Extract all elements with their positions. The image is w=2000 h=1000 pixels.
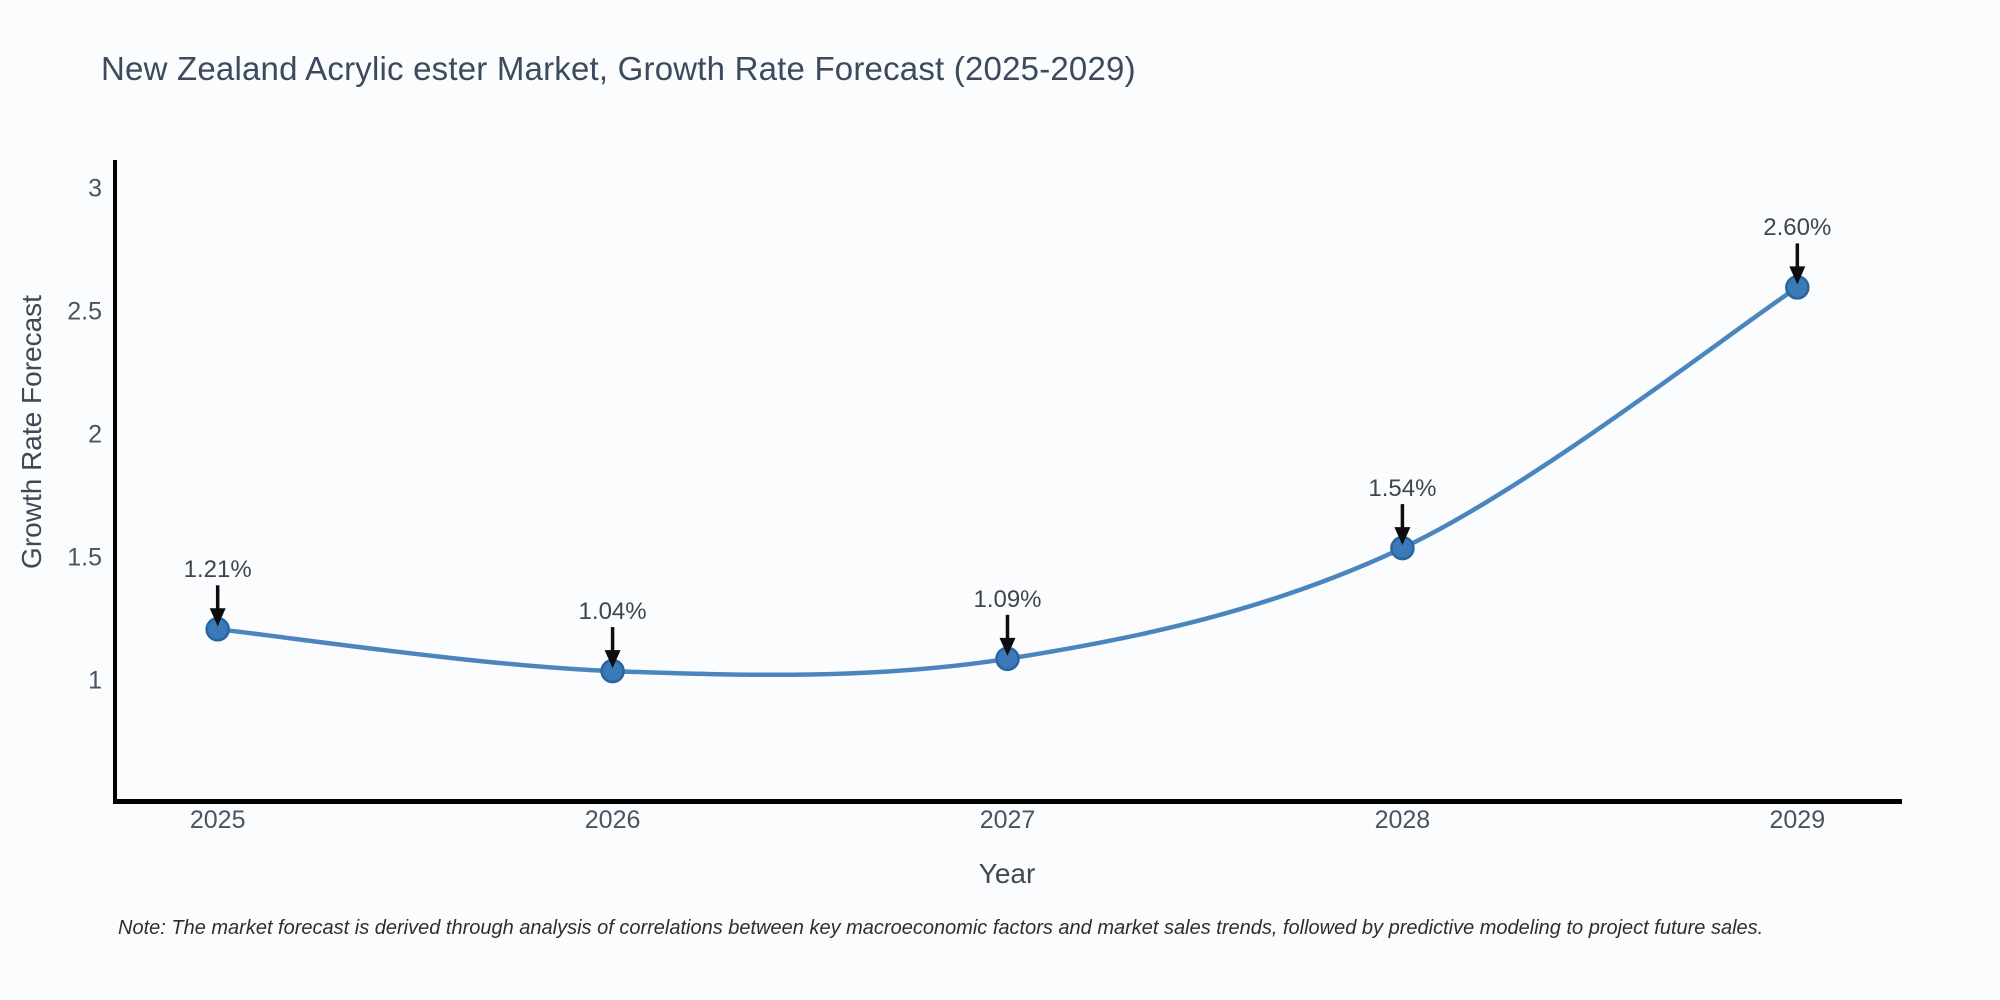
y-tick-label-3: 3 <box>88 174 102 203</box>
annotation-label-2027: 1.09% <box>973 585 1042 613</box>
annotation-arrowhead-icon <box>209 608 226 627</box>
x-axis-title: Year <box>978 858 1036 889</box>
annotation-arrowhead-icon <box>1789 266 1806 285</box>
y-tick-label-2: 2 <box>88 420 102 449</box>
chart-title: New Zealand Acrylic ester Market, Growth… <box>101 50 1136 87</box>
x-tick-label-2028: 2028 <box>1374 806 1431 834</box>
y-tick-label-2.5: 2.5 <box>67 297 102 326</box>
y-tick-label-1: 1 <box>88 666 102 695</box>
y-tick-label-1.5: 1.5 <box>67 543 102 572</box>
annotation-arrowhead-icon <box>999 637 1016 656</box>
annotation-arrowhead-icon <box>1394 527 1411 546</box>
x-tick-label-2025: 2025 <box>189 806 246 834</box>
annotation-label-2028: 1.54% <box>1368 475 1437 503</box>
annotation-arrowhead-icon <box>604 650 621 669</box>
y-axis-title: Growth Rate Forecast <box>16 295 47 569</box>
annotation-label-2029: 2.60% <box>1763 214 1832 242</box>
x-tick-label-2029: 2029 <box>1769 806 1826 834</box>
x-tick-label-2027: 2027 <box>979 806 1036 834</box>
x-axis-spine <box>113 799 1902 804</box>
x-tick-label-2026: 2026 <box>584 806 641 834</box>
annotation-label-2025: 1.21% <box>183 556 252 584</box>
annotation-label-2026: 1.04% <box>578 598 647 626</box>
y-axis-spine <box>113 160 117 804</box>
footnote: Note: The market forecast is derived thr… <box>118 917 1764 939</box>
